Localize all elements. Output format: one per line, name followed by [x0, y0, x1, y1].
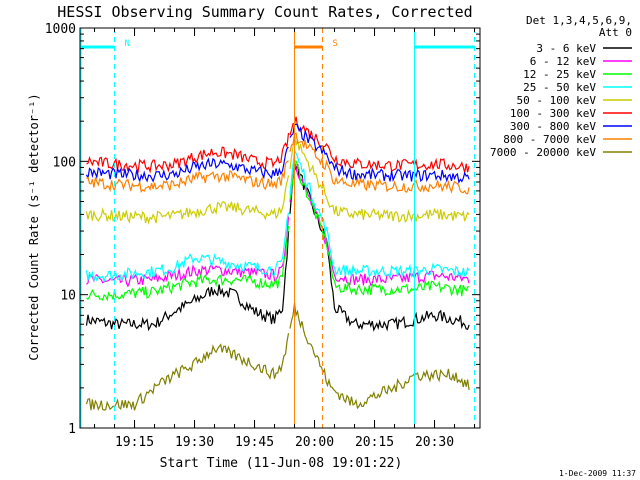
legend-label: 6 - 12 keV: [530, 55, 597, 68]
y-axis-label: Corrected Count Rate (s⁻¹ detector⁻¹): [27, 93, 41, 360]
legend-label: 12 - 25 keV: [523, 68, 596, 81]
series-line: [86, 225, 290, 302]
series-2: [86, 160, 470, 302]
legend-header: Det 1,3,4,5,6,9,: [526, 14, 632, 27]
annotation-label: N: [125, 39, 130, 49]
legend-label: 25 - 50 keV: [523, 81, 596, 94]
x-tick-label: 19:45: [235, 435, 274, 450]
legend-label: 7000 - 20000 keV: [490, 146, 596, 159]
series-4: [85, 134, 470, 225]
series-line: [289, 148, 470, 279]
y-tick-label: 1: [68, 422, 76, 437]
legend-label: 50 - 100 keV: [517, 94, 597, 107]
series-line: [289, 160, 470, 297]
plot-area: N S 1 10 100 1000 19:15 19:30 19:45 20:00 20:15 20:…: [45, 22, 481, 450]
y-tick-label: 10: [60, 289, 76, 304]
x-tick-label: 19:15: [115, 435, 154, 450]
y-tick-label: 1000: [45, 22, 76, 37]
legend-label: 3 - 6 keV: [536, 42, 596, 55]
x-tick-label: 20:15: [355, 435, 394, 450]
series-line: [289, 134, 470, 223]
annotation-label: S: [333, 39, 338, 49]
series-line: [85, 231, 290, 332]
x-tick-label: 20:30: [415, 435, 454, 450]
x-tick-label: 19:30: [175, 435, 214, 450]
series-line: [86, 160, 289, 193]
series-5: [86, 116, 470, 174]
series-3: [85, 148, 470, 283]
series-8: [85, 303, 470, 411]
series-line: [86, 132, 290, 174]
series-7: [86, 132, 470, 195]
plot-frame: [79, 27, 481, 429]
series-line: [289, 303, 470, 410]
annotation-1: S: [294, 28, 338, 428]
series-line: [85, 212, 290, 283]
y-tick-label: 100: [53, 155, 76, 170]
series-line: [85, 333, 290, 411]
timestamp-footer: 1-Dec-2009 11:37: [559, 469, 636, 478]
series-line: [289, 116, 470, 173]
series-0: [85, 163, 470, 332]
series-6: [85, 123, 470, 184]
legend-label: 300 - 800 keV: [510, 120, 596, 133]
series-line: [289, 132, 470, 195]
series-line: [85, 175, 290, 225]
legend-label: 100 - 300 keV: [510, 107, 596, 120]
series-line: [289, 123, 470, 184]
series-line: [289, 163, 470, 332]
series-line: [86, 216, 290, 288]
chart-title: HESSI Observing Summary Count Rates, Cor…: [57, 3, 472, 21]
legend-label: 800 - 7000 keV: [503, 133, 596, 146]
annotation-0: N: [80, 28, 130, 428]
legend-header: Att 0: [599, 26, 632, 39]
x-axis-label: Start Time (11-Jun-08 19:01:22): [160, 456, 403, 471]
x-tick-label: 20:00: [295, 435, 334, 450]
annotation-2: [414, 28, 476, 428]
series-line: [85, 146, 289, 184]
